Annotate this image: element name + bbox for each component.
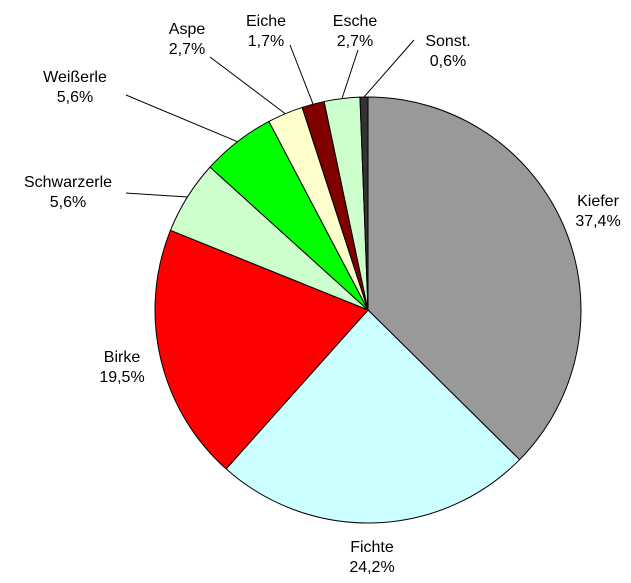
slice-value-label: 1,7% [248,33,284,50]
slice-label: Aspe [169,21,206,38]
pie-slice [225,309,521,524]
slice-label: Eiche [246,13,286,30]
pie-slice [367,96,582,461]
leader-line [289,44,314,105]
leader-line [125,192,188,198]
slice-label: Fichte [350,539,394,556]
slice-value-label: 0,6% [430,53,466,70]
slice-value-label: 19,5% [99,369,144,386]
slice-value-label: 24,2% [349,559,394,576]
slice-label: Kiefer [577,193,619,210]
slice-value-label: 37,4% [575,213,620,230]
leader-line [363,39,415,98]
slice-label: Weißerle [43,69,107,86]
slice-label: Esche [333,13,378,30]
leader-line [125,94,238,143]
slice-label: Sonst. [425,33,470,50]
leader-line [341,49,359,99]
slice-label: Schwarzerle [24,174,112,191]
slice-value-label: 5,6% [57,89,93,106]
leader-line [209,56,286,115]
pie-slice [154,229,369,470]
slice-value-label: 2,7% [169,41,205,58]
slice-value-label: 2,7% [337,33,373,50]
slice-value-label: 5,6% [50,194,86,211]
slice-label: Birke [104,349,141,366]
